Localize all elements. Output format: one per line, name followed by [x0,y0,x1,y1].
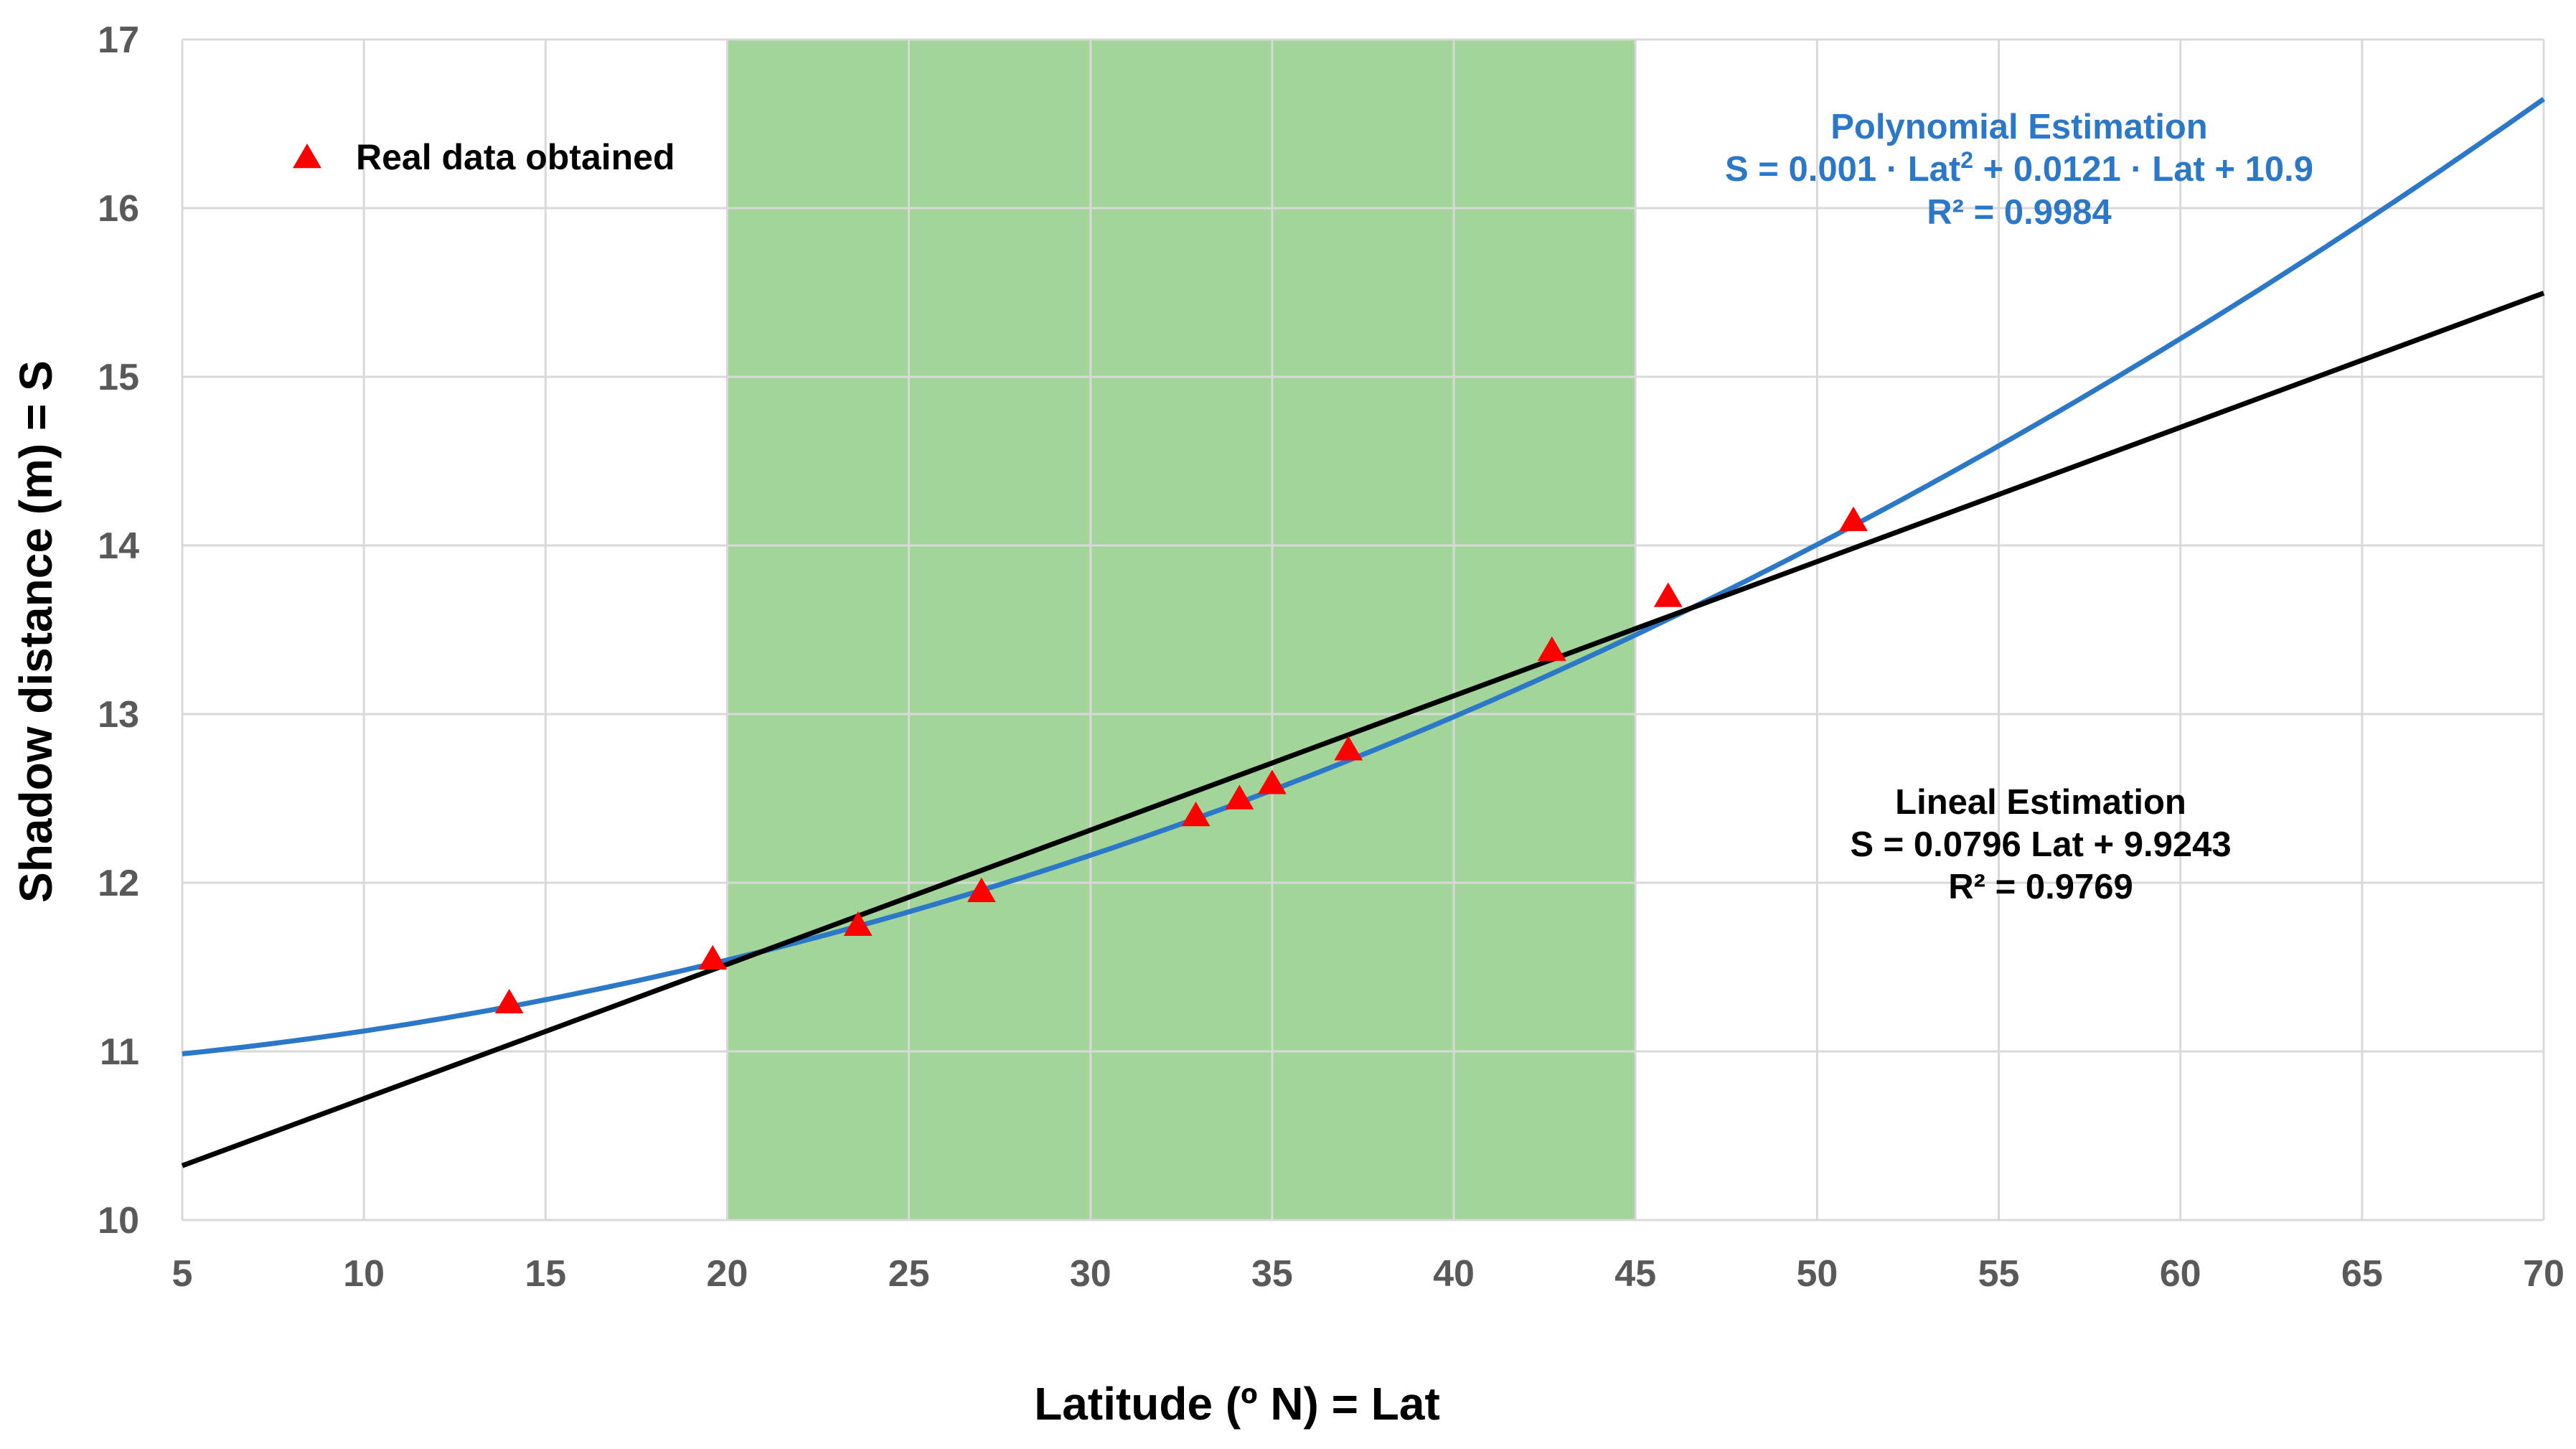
polynomial-title: Polynomial Estimation [1830,108,2207,146]
polynomial-annotation: Polynomial Estimation S = 0.001 · Lat2 +… [1725,108,2313,232]
polynomial-equation-rest: + 0.0121 · Lat + 10.9 [1973,150,2313,189]
data-point [494,988,524,1014]
linear-r2: R² = 0.9769 [1948,868,2133,906]
y-tick-label: 17 [98,19,139,61]
legend-marker [293,144,321,169]
x-tick-label: 20 [707,1253,748,1295]
x-tick-label: 5 [172,1253,193,1295]
data-point [1839,506,1868,531]
y-tick-label: 13 [98,694,139,736]
data-point [1181,802,1211,827]
data-point [1653,582,1683,607]
y-tick-label: 10 [98,1200,139,1242]
y-tick-label: 12 [98,863,139,904]
data-point [1225,784,1254,810]
x-tick-label: 70 [2523,1253,2565,1295]
legend: Real data obtained [293,137,675,177]
data-point [1537,636,1566,661]
legend-label: Real data obtained [356,137,675,177]
polynomial-equation: S = 0.001 · Lat2 + 0.0121 · Lat + 10.9 [1725,147,2313,189]
polynomial-equation-main: S = 0.001 · Lat [1725,150,1960,189]
x-tick-label: 60 [2160,1253,2201,1295]
polynomial-r2: R² = 0.9984 [1927,193,2111,232]
data-point [698,944,728,970]
polynomial-equation-exponent: 2 [1960,147,1973,173]
data-point [843,911,873,936]
x-tick-label: 45 [1614,1253,1656,1295]
x-tick-label: 25 [888,1253,930,1295]
x-tick-label: 10 [343,1253,385,1295]
y-tick-label: 16 [98,188,139,230]
x-tick-labels: 5 10 15 20 25 30 35 40 45 50 55 60 65 70 [172,1253,2565,1295]
linear-title: Lineal Estimation [1895,783,2186,822]
linear-fit-line [181,291,2545,1168]
x-tick-label: 15 [525,1253,566,1295]
highlight-band [727,39,1636,1220]
x-tick-label: 65 [2341,1253,2383,1295]
data-point [1257,769,1287,794]
linear-equation: S = 0.0796 Lat + 9.9243 [1850,825,2231,864]
x-tick-label: 35 [1251,1253,1293,1295]
polynomial-fit-line [182,97,2546,1056]
y-axis-title: Shadow distance (m) = S [10,360,62,903]
y-tick-label: 14 [98,525,139,567]
x-tick-label: 55 [1978,1253,2020,1295]
x-tick-label: 40 [1433,1253,1475,1295]
y-tick-label: 15 [98,357,139,398]
y-tick-label: 11 [100,1031,139,1073]
data-point [1334,736,1363,761]
y-tick-labels: 10 11 12 13 14 15 16 17 [98,19,139,1242]
linear-annotation: Lineal Estimation S = 0.0796 Lat + 9.924… [1850,783,2231,906]
gridlines [181,38,2545,1221]
data-markers [494,506,1868,1014]
data-point [967,877,996,902]
x-tick-label: 30 [1070,1253,1111,1295]
x-axis-title: Latitude (º N) = Lat [1034,1378,1440,1430]
x-tick-label: 50 [1796,1253,1838,1295]
